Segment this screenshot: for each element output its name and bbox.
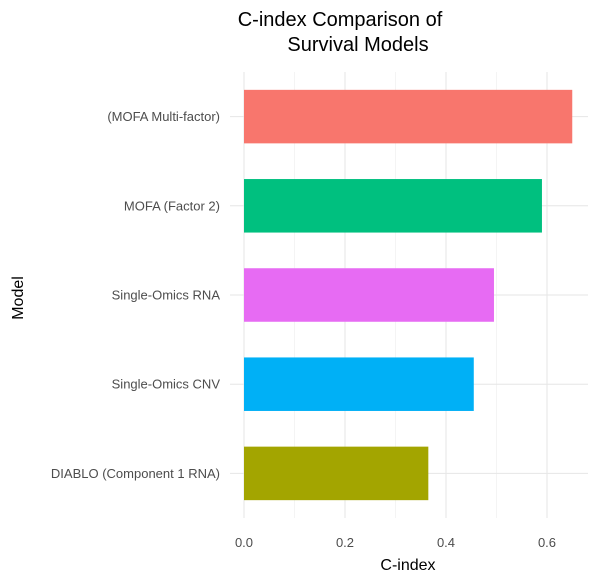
chart-title-line-2: Survival Models [287, 34, 428, 56]
x-tick-label: 0.2 [336, 535, 354, 550]
y-tick-label: DIABLO (Component 1 RNA) [51, 466, 220, 481]
y-tick-label: Single-Omics CNV [112, 377, 221, 392]
y-axis-tick-labels: (MOFA Multi-factor) MOFA (Factor 2) Single… [51, 109, 220, 481]
x-tick-label: 0.6 [538, 535, 556, 550]
x-axis-title: C-index [380, 557, 435, 574]
bar [244, 179, 542, 233]
bar [244, 89, 573, 144]
y-tick-label: (MOFA Multi-factor) [107, 109, 220, 124]
y-axis-title: Model [10, 276, 27, 320]
x-axis-tick-labels: 0.0 0.2 0.4 0.6 [235, 535, 556, 550]
y-tick-label: MOFA (Factor 2) [124, 198, 220, 213]
bar [244, 268, 494, 322]
x-tick-label: 0.0 [235, 535, 253, 550]
y-tick-label: Single-Omics RNA [112, 288, 221, 303]
chart-title-line-1: C-index Comparison of [238, 9, 443, 31]
bars [244, 89, 573, 501]
chart-title: C-index Comparison of Survival Models [238, 9, 443, 56]
bar [244, 357, 474, 411]
x-tick-label: 0.4 [437, 535, 455, 550]
bar [244, 446, 429, 501]
